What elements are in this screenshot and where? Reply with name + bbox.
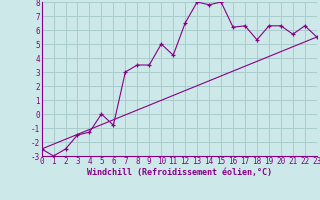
X-axis label: Windchill (Refroidissement éolien,°C): Windchill (Refroidissement éolien,°C) — [87, 168, 272, 177]
